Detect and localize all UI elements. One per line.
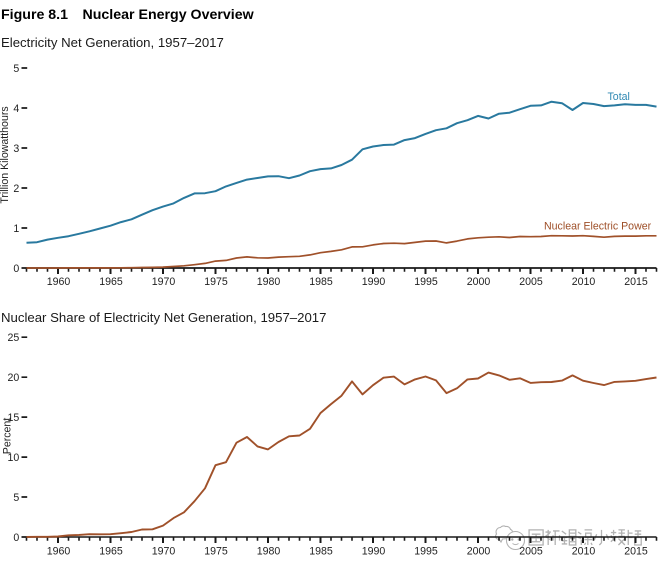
svg-text:Percent: Percent — [2, 418, 14, 455]
svg-text:0: 0 — [13, 263, 19, 275]
svg-text:1995: 1995 — [414, 546, 438, 558]
svg-text:Nuclear Energy Overview: Nuclear Energy Overview — [83, 7, 255, 23]
svg-text:1990: 1990 — [362, 276, 386, 288]
svg-text:10: 10 — [8, 452, 20, 464]
svg-text:15: 15 — [8, 412, 20, 424]
svg-text:5: 5 — [13, 63, 19, 75]
svg-text:25: 25 — [8, 332, 20, 344]
svg-text:2005: 2005 — [519, 276, 543, 288]
svg-text:2000: 2000 — [467, 546, 491, 558]
svg-text:Trillion Kilowatthours: Trillion Kilowatthours — [0, 106, 11, 203]
svg-text:1960: 1960 — [47, 546, 71, 558]
svg-text:1965: 1965 — [99, 546, 123, 558]
svg-text:5: 5 — [13, 492, 19, 504]
svg-text:2010: 2010 — [572, 546, 596, 558]
svg-text:1980: 1980 — [257, 276, 281, 288]
svg-text:Figure 8.1: Figure 8.1 — [1, 7, 68, 23]
svg-text:1960: 1960 — [47, 276, 71, 288]
svg-text:2000: 2000 — [467, 276, 491, 288]
svg-text:1985: 1985 — [309, 276, 333, 288]
svg-text:1995: 1995 — [414, 276, 438, 288]
svg-text:2: 2 — [13, 183, 19, 195]
svg-text:1965: 1965 — [99, 276, 123, 288]
svg-text:1975: 1975 — [204, 546, 228, 558]
svg-text:Nuclear Electric Power: Nuclear Electric Power — [544, 221, 652, 233]
svg-text:1970: 1970 — [152, 276, 176, 288]
svg-text:2005: 2005 — [519, 546, 543, 558]
svg-text:Nuclear Share of Electricity N: Nuclear Share of Electricity Net Generat… — [1, 310, 326, 325]
svg-text:1970: 1970 — [152, 546, 176, 558]
svg-text:2015: 2015 — [624, 546, 648, 558]
svg-text:0: 0 — [13, 532, 19, 544]
svg-text:4: 4 — [13, 103, 19, 115]
svg-text:1985: 1985 — [309, 546, 333, 558]
svg-text:3: 3 — [13, 143, 19, 155]
svg-text:1990: 1990 — [362, 546, 386, 558]
svg-text:2015: 2015 — [624, 276, 648, 288]
svg-text:Total: Total — [608, 91, 630, 103]
svg-text:2010: 2010 — [572, 276, 596, 288]
svg-text:1: 1 — [13, 223, 19, 235]
svg-text:1980: 1980 — [257, 546, 281, 558]
svg-text:1975: 1975 — [204, 276, 228, 288]
svg-text:Electricity Net Generation, 19: Electricity Net Generation, 1957–2017 — [1, 35, 224, 50]
svg-text:20: 20 — [8, 372, 20, 384]
